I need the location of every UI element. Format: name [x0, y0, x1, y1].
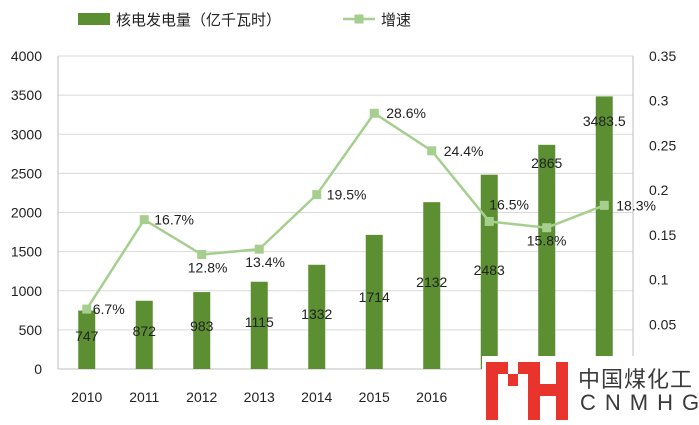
line-marker — [312, 190, 322, 200]
x-tick-label: 2012 — [186, 389, 217, 405]
bar-value-label: 2865 — [531, 155, 562, 171]
x-tick-label: 2011 — [129, 389, 159, 405]
watermark-text-cn: 中国煤化工 — [578, 368, 694, 393]
bar — [78, 310, 96, 369]
y-left-tick-label: 4000 — [11, 48, 42, 64]
bar — [250, 281, 268, 369]
bar — [135, 300, 153, 369]
line-value-label: 18.3% — [616, 197, 656, 213]
line-value-label: 6.7% — [93, 301, 125, 317]
bar — [308, 264, 326, 369]
y-left-tick-label: 1000 — [11, 283, 42, 299]
line-marker — [542, 223, 552, 233]
bar-value-label: 2483 — [474, 262, 505, 278]
x-tick-label: 2010 — [71, 389, 102, 405]
watermark-text-en: CNMHG — [580, 390, 699, 415]
bar-value-label: 983 — [190, 318, 214, 334]
y-right-tick-label: 0.1 — [649, 272, 669, 288]
watermark-logo: 中国煤化工 CNMHG — [482, 356, 699, 425]
x-tick-label: 2013 — [244, 389, 275, 405]
x-tick-label: 2016 — [416, 389, 447, 405]
bar-value-label: 872 — [133, 323, 157, 339]
line-value-label: 19.5% — [327, 187, 367, 203]
y-left-tick-label: 0 — [34, 361, 42, 377]
line-marker — [427, 146, 437, 156]
line-value-label: 24.4% — [444, 143, 484, 159]
y-left-tick-label: 3000 — [11, 126, 42, 142]
bar — [423, 202, 441, 369]
line-marker — [484, 216, 494, 226]
legend-line-label: 增速 — [381, 12, 411, 29]
legend-bar-label: 核电发电量（亿千瓦时） — [116, 12, 281, 29]
y-right-tick-label: 0.35 — [649, 48, 676, 64]
x-tick-label: 2014 — [301, 389, 332, 405]
bar-value-label: 1714 — [359, 289, 390, 305]
y-left-tick-label: 500 — [19, 322, 43, 338]
y-left-tick-label: 3500 — [11, 87, 42, 103]
y-left-tick-label: 2500 — [11, 165, 42, 181]
watermark-mark-icon — [486, 362, 568, 420]
legend-line-marker — [354, 14, 364, 24]
line-marker — [82, 304, 92, 314]
line-value-label: 15.8% — [527, 233, 567, 249]
y-right-tick-label: 0.25 — [649, 137, 676, 153]
line-value-label: 16.7% — [154, 212, 194, 228]
line-marker — [254, 244, 264, 254]
line-value-label: 16.5% — [489, 196, 529, 212]
line-value-label: 13.4% — [245, 254, 285, 270]
bar-value-label: 3483.5 — [583, 113, 626, 129]
line-marker — [139, 215, 149, 225]
bar — [538, 144, 556, 369]
y-right-tick-label: 0.15 — [649, 227, 676, 243]
y-right-tick-label: 0.05 — [649, 316, 676, 332]
y-right-tick-label: 0.2 — [649, 182, 669, 198]
y-right-tick-label: 0.3 — [649, 93, 669, 109]
legend-bar-swatch — [78, 13, 110, 25]
bar — [365, 234, 383, 369]
y-left-tick-label: 2000 — [11, 205, 42, 221]
bar-value-label: 1332 — [301, 306, 332, 322]
bar — [193, 292, 211, 369]
y-left-tick-label: 1500 — [11, 244, 42, 260]
line-value-label: 12.8% — [188, 260, 228, 276]
bar — [595, 96, 613, 369]
line-value-label: 28.6% — [386, 105, 426, 121]
line-marker — [197, 250, 207, 260]
bar-value-label: 1115 — [245, 314, 274, 330]
line-marker — [369, 108, 379, 118]
bar-value-label: 747 — [75, 328, 99, 344]
x-tick-label: 2015 — [359, 389, 390, 405]
line-marker — [599, 200, 609, 210]
growth-line — [85, 111, 605, 310]
bar-value-label: 2132 — [416, 274, 447, 290]
